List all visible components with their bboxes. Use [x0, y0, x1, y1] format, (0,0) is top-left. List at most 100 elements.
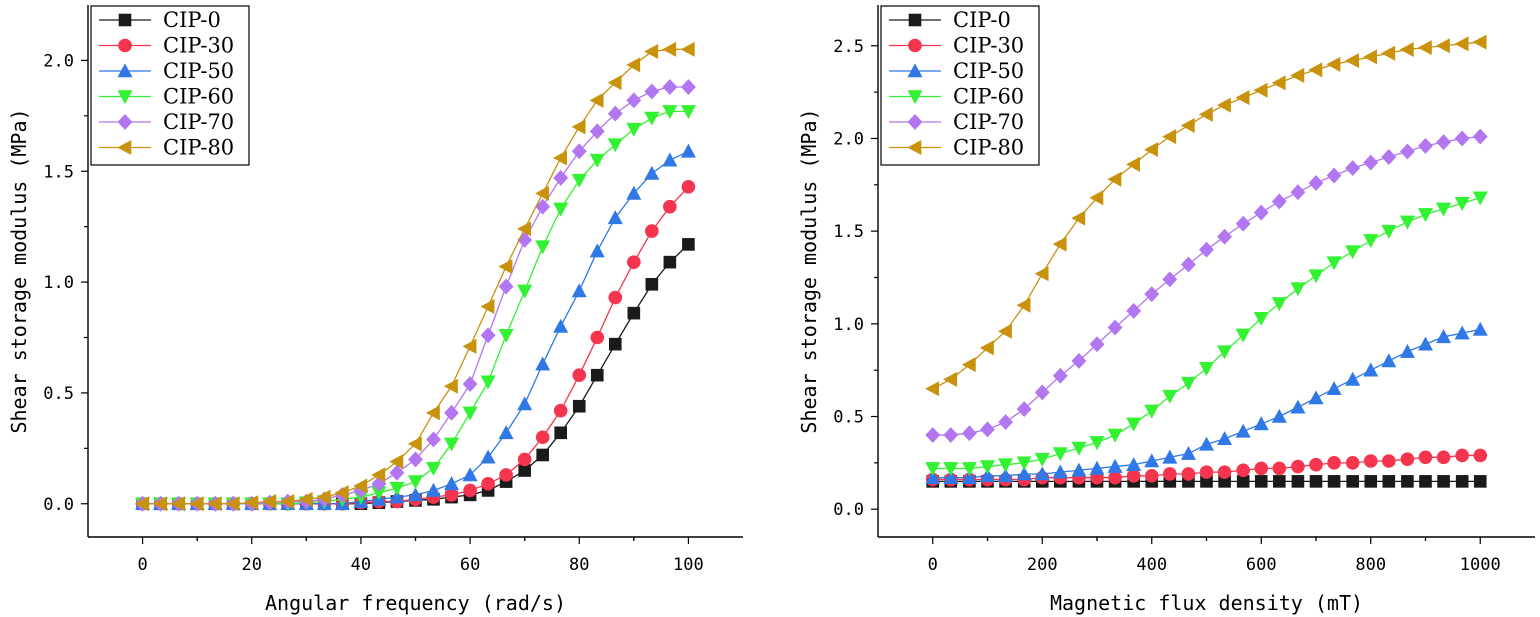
data-point-cip-70: [571, 143, 587, 160]
data-point-cip-30: [590, 330, 605, 345]
data-point-cip-0: [608, 337, 622, 351]
data-point-cip-50: [444, 476, 460, 491]
data-point-cip-70: [1400, 143, 1415, 160]
data-point-cip-50: [1454, 325, 1470, 340]
data-point-cip-60: [1417, 208, 1434, 223]
data-point-cip-70: [535, 198, 551, 215]
data-point-cip-30: [517, 452, 532, 467]
data-point-cip-60: [1217, 345, 1233, 360]
data-point-cip-30: [553, 403, 568, 418]
data-point-cip-50: [662, 152, 678, 167]
data-point-cip-60: [607, 138, 623, 153]
data-point-cip-70: [1089, 336, 1105, 353]
data-point-cip-70: [389, 464, 405, 481]
legend-marker-cip-70: [117, 114, 133, 130]
data-point-cip-70: [1326, 167, 1342, 184]
data-point-cip-50: [462, 467, 478, 482]
data-point-cip-70: [662, 79, 678, 95]
data-point-cip-50: [1144, 453, 1160, 468]
data-point-cip-70: [626, 92, 642, 109]
data-point-cip-60: [1198, 362, 1215, 376]
data-point-cip-60: [1034, 452, 1050, 467]
data-point-cip-30: [645, 224, 659, 238]
data-point-cip-30: [1363, 454, 1378, 468]
data-point-cip-30: [663, 199, 677, 214]
data-point-cip-70: [1217, 228, 1232, 245]
data-point-cip-60: [1144, 404, 1160, 419]
series-cip-80: [134, 41, 695, 512]
legend-label: CIP-50: [163, 59, 234, 83]
data-point-cip-50: [1326, 381, 1342, 396]
x-axis-label: Angular frequency (rad/s): [265, 591, 566, 615]
data-point-cip-30: [1181, 467, 1196, 481]
data-point-cip-80: [152, 496, 167, 512]
data-point-cip-30: [1217, 465, 1232, 479]
legend-label: CIP-50: [953, 59, 1024, 83]
y-axis-label: Shear storage modulus (MPa): [797, 108, 821, 433]
data-point-cip-50: [998, 468, 1014, 483]
data-point-cip-60: [662, 105, 678, 120]
data-point-cip-50: [553, 318, 569, 333]
data-point-cip-70: [998, 414, 1013, 431]
data-point-cip-80: [961, 357, 976, 373]
legend-marker-cip-0: [908, 13, 922, 27]
x-tick-label: 60: [460, 555, 480, 575]
data-point-cip-0: [1455, 475, 1469, 488]
legend-marker-cip-30: [908, 38, 922, 53]
chart-panel-angular-frequency: 0 20 40 60 80 100 0.0 0.5 1.0 1.5 2.0 Angular frequ…: [7, 5, 743, 615]
legend-marker-cip-30: [118, 38, 132, 53]
data-point-cip-60: [517, 284, 533, 299]
data-point-cip-0: [554, 426, 567, 440]
data-point-cip-80: [1454, 36, 1469, 52]
data-point-cip-80: [480, 298, 495, 314]
data-point-cip-70: [1144, 286, 1160, 303]
data-point-cip-70: [1126, 302, 1142, 319]
data-point-cip-60: [1162, 389, 1178, 404]
x-tick-label: 400: [1136, 555, 1167, 575]
data-point-cip-50: [1399, 344, 1415, 358]
data-point-cip-80: [498, 259, 513, 275]
data-point-cip-50: [1290, 399, 1306, 414]
x-tick-label: 0: [137, 555, 147, 575]
data-point-cip-50: [1071, 462, 1087, 477]
data-point-cip-0: [1254, 475, 1268, 488]
series-cip-0: [136, 238, 695, 511]
data-point-cip-50: [498, 425, 514, 440]
data-point-cip-30: [1199, 465, 1214, 479]
data-point-cip-80: [1162, 129, 1177, 145]
data-point-cip-70: [943, 427, 959, 443]
data-point-cip-30: [1108, 470, 1122, 485]
legend-marker-cip-80: [117, 139, 132, 156]
x-tick-label: 40: [351, 555, 371, 575]
data-point-cip-80: [979, 340, 994, 356]
data-point-cip-0: [536, 448, 549, 462]
data-point-cip-50: [1107, 458, 1123, 473]
data-point-cip-70: [1290, 184, 1306, 201]
data-point-cip-50: [1180, 445, 1196, 460]
data-point-cip-60: [1454, 197, 1470, 211]
data-point-cip-80: [389, 454, 404, 470]
data-point-cip-80: [1235, 90, 1250, 106]
data-point-cip-50: [1034, 466, 1050, 481]
data-point-cip-80: [626, 57, 641, 73]
data-point-cip-0: [1401, 475, 1414, 488]
data-point-cip-80: [607, 75, 622, 91]
legend-label: CIP-80: [953, 136, 1024, 160]
data-point-cip-80: [1253, 82, 1268, 98]
data-point-cip-70: [1052, 367, 1068, 384]
data-point-cip-60: [1271, 297, 1287, 312]
data-point-cip-70: [589, 123, 605, 140]
data-point-cip-50: [1381, 353, 1397, 368]
x-tick-label: 1000: [1460, 555, 1501, 575]
data-point-cip-30: [1455, 448, 1469, 463]
data-point-cip-60: [680, 105, 696, 120]
data-point-cip-80: [170, 496, 185, 512]
data-point-cip-70: [1034, 384, 1050, 401]
data-point-cip-80: [443, 378, 458, 394]
data-point-cip-80: [407, 436, 422, 452]
legend-marker-cip-80: [907, 139, 922, 156]
y-tick-label: 1.5: [43, 162, 74, 182]
data-point-cip-70: [980, 421, 995, 438]
data-point-cip-0: [1273, 475, 1286, 488]
data-point-cip-70: [1381, 149, 1397, 165]
